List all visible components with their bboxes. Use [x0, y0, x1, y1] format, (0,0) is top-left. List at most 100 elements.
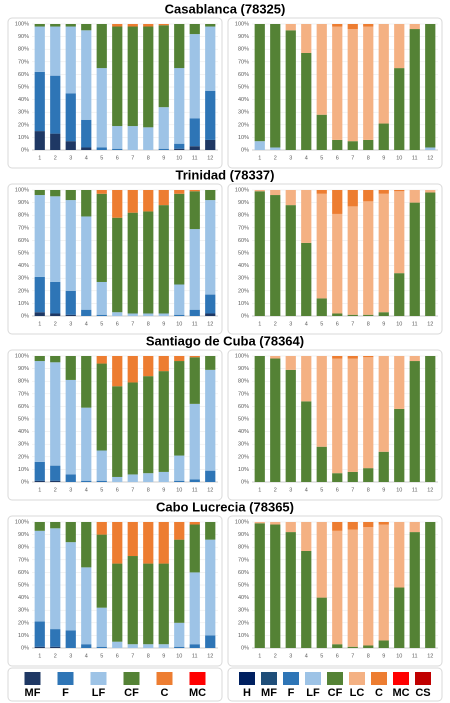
x-tick-label: 1: [258, 321, 261, 327]
y-tick-label: 60%: [18, 238, 29, 244]
bar-segment: [65, 24, 76, 27]
bar-segment: [205, 635, 216, 648]
bar-segment: [81, 522, 92, 568]
bar-segment: [425, 24, 436, 148]
x-tick-label: 7: [131, 321, 134, 327]
bar-segment: [409, 532, 420, 648]
x-tick-label: 1: [38, 653, 41, 659]
bar-segment: [158, 563, 169, 645]
legend-swatch: [90, 672, 107, 685]
bar-segment: [316, 193, 327, 299]
bar-segment: [143, 563, 154, 645]
y-tick-label: 20%: [238, 454, 249, 460]
bar-segment: [174, 190, 185, 194]
bar-segment: [378, 193, 389, 313]
bar-segment: [174, 539, 185, 623]
bar-segment: [378, 522, 389, 525]
bar-segment: [363, 139, 374, 150]
bar-segment: [409, 24, 420, 30]
bar-segment: [254, 141, 265, 150]
bar-segment: [316, 446, 327, 482]
legend-label: MF: [261, 687, 277, 699]
bar-segment: [96, 314, 107, 316]
y-tick-label: 70%: [18, 59, 29, 65]
bar-segment: [81, 216, 92, 310]
x-tick-label: 9: [162, 321, 165, 327]
bar-segment: [205, 190, 216, 201]
y-tick-label: 40%: [238, 429, 249, 435]
bar-segment: [112, 563, 123, 642]
bar-segment: [50, 629, 61, 647]
bar-segment: [332, 139, 343, 150]
x-tick-label: 12: [207, 653, 213, 659]
bar-segment: [96, 480, 107, 482]
bar-segment: [332, 358, 343, 474]
bar-segment: [158, 644, 169, 648]
bar-segment: [96, 281, 107, 315]
bar-segment: [254, 191, 265, 316]
bar-segment: [378, 24, 389, 124]
bar-segment: [205, 90, 216, 140]
bar-segment: [254, 190, 265, 192]
y-tick-label: 50%: [18, 84, 29, 90]
y-tick-label: 30%: [18, 608, 29, 614]
bar-segment: [332, 190, 343, 214]
bar-segment: [65, 542, 76, 631]
bar-segment: [143, 313, 154, 316]
bar-segment: [174, 622, 185, 647]
bar-segment: [425, 356, 436, 482]
y-tick-label: 10%: [238, 301, 249, 307]
bar-segment: [409, 202, 420, 316]
x-tick-label: 12: [207, 155, 213, 161]
bar-segment: [363, 645, 374, 648]
y-tick-label: 10%: [238, 467, 249, 473]
bar-segment: [270, 24, 281, 148]
bar-segment: [394, 24, 405, 69]
bar-segment: [189, 118, 200, 147]
bar-segment: [143, 127, 154, 150]
bar-segment: [363, 522, 374, 528]
bar-segment: [174, 193, 185, 285]
x-tick-label: 9: [382, 487, 385, 493]
bar-segment: [112, 522, 123, 564]
bar-segment: [127, 212, 138, 314]
bar-segment: [174, 24, 185, 69]
series: C: [332, 24, 374, 30]
bar-segment: [205, 139, 216, 150]
bar-segment: [127, 522, 138, 557]
bar-segment: [96, 190, 107, 194]
x-tick-label: 2: [54, 653, 57, 659]
bar-segment: [50, 646, 61, 648]
bar-segment: [189, 309, 200, 316]
series: LC: [285, 24, 420, 142]
bar-segment: [347, 529, 358, 647]
bar-segment: [301, 52, 312, 151]
y-tick-label: 30%: [18, 110, 29, 116]
legend-swatch: [156, 672, 173, 685]
y-tick-label: 90%: [18, 34, 29, 40]
bar-segment: [409, 361, 420, 482]
bar-segment: [81, 356, 92, 408]
bar-segment: [347, 206, 358, 315]
y-tick-label: 30%: [238, 276, 249, 282]
legend-label: CF: [124, 687, 139, 699]
bar-segment: [158, 25, 169, 108]
bar-segment: [254, 24, 265, 142]
bar-segment: [127, 313, 138, 316]
bar-segment: [81, 30, 92, 120]
x-tick-label: 6: [336, 653, 339, 659]
bar-segment: [189, 24, 200, 35]
x-tick-label: 4: [85, 487, 88, 493]
bar-segment: [34, 480, 45, 482]
series: C: [112, 24, 169, 27]
series: F: [34, 621, 216, 648]
legend-swatch: [57, 672, 74, 685]
legend-swatch: [415, 672, 431, 685]
bar-segment: [270, 356, 281, 359]
series: CF: [254, 356, 436, 482]
y-tick-label: 30%: [18, 442, 29, 448]
bar-segment: [316, 190, 327, 194]
bar-segment: [81, 190, 92, 217]
bar-segment: [34, 361, 45, 462]
bar-segment: [96, 363, 107, 451]
